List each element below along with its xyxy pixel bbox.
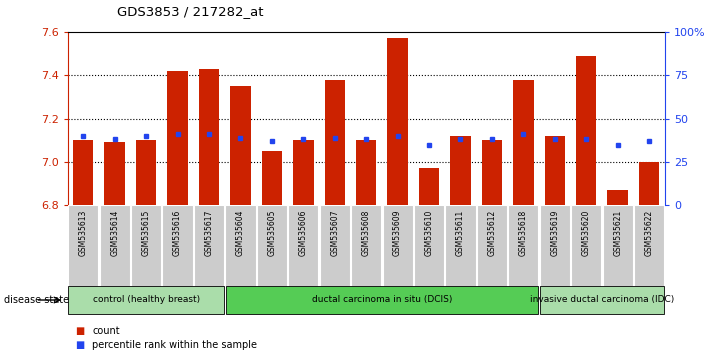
Text: ductal carcinoma in situ (DCIS): ductal carcinoma in situ (DCIS) [311,295,452,304]
Bar [293,140,314,205]
Bar [320,205,350,287]
Text: GSM535620: GSM535620 [582,209,591,256]
Bar [414,205,444,287]
Bar [477,205,507,287]
Text: GDS3853 / 217282_at: GDS3853 / 217282_at [117,5,264,18]
Bar [324,80,345,205]
Bar [450,136,471,205]
Bar [540,205,570,287]
Text: GSM535622: GSM535622 [645,209,653,256]
Bar [508,205,538,287]
Bar [105,142,125,205]
Bar [100,205,130,287]
Bar [639,162,659,205]
Text: GSM535619: GSM535619 [550,209,560,256]
Text: count: count [92,326,120,336]
Bar [602,205,633,287]
Bar [387,38,408,205]
Bar [540,286,664,314]
Text: GSM535605: GSM535605 [267,209,277,256]
Text: GSM535616: GSM535616 [173,209,182,256]
Text: GSM535612: GSM535612 [488,209,496,256]
Text: GSM535606: GSM535606 [299,209,308,256]
Text: GSM535604: GSM535604 [236,209,245,256]
Text: GSM535617: GSM535617 [205,209,213,256]
Bar [194,205,224,287]
Bar [257,205,287,287]
Text: ■: ■ [75,326,84,336]
Text: GSM535621: GSM535621 [613,209,622,256]
Text: GSM535610: GSM535610 [424,209,434,256]
Text: GSM535614: GSM535614 [110,209,119,256]
Text: GSM535608: GSM535608 [362,209,370,256]
Bar [571,205,602,287]
Bar [545,136,565,205]
Bar [136,140,156,205]
Bar [481,140,502,205]
Text: GSM535615: GSM535615 [141,209,151,256]
Text: GSM535611: GSM535611 [456,209,465,256]
Bar [163,205,193,287]
Bar [351,205,381,287]
Bar [262,151,282,205]
Text: GSM535618: GSM535618 [519,209,528,256]
Text: GSM535609: GSM535609 [393,209,402,256]
Bar [131,205,161,287]
Bar [288,205,319,287]
Text: invasive ductal carcinoma (IDC): invasive ductal carcinoma (IDC) [530,295,674,304]
Bar [445,205,476,287]
Text: control (healthy breast): control (healthy breast) [92,295,200,304]
Bar [419,169,439,205]
Bar [68,205,98,287]
Text: GSM535613: GSM535613 [79,209,87,256]
Bar [199,69,219,205]
Bar [225,286,538,314]
Bar [68,286,224,314]
Text: percentile rank within the sample: percentile rank within the sample [92,340,257,350]
Bar [607,190,628,205]
Bar [167,71,188,205]
Bar [576,56,597,205]
Text: ■: ■ [75,340,84,350]
Bar [225,205,255,287]
Bar [383,205,412,287]
Bar [356,140,376,205]
Bar [230,86,251,205]
Bar [634,205,664,287]
Bar [73,140,93,205]
Text: disease state: disease state [4,295,69,305]
Text: GSM535607: GSM535607 [330,209,339,256]
Bar [513,80,533,205]
